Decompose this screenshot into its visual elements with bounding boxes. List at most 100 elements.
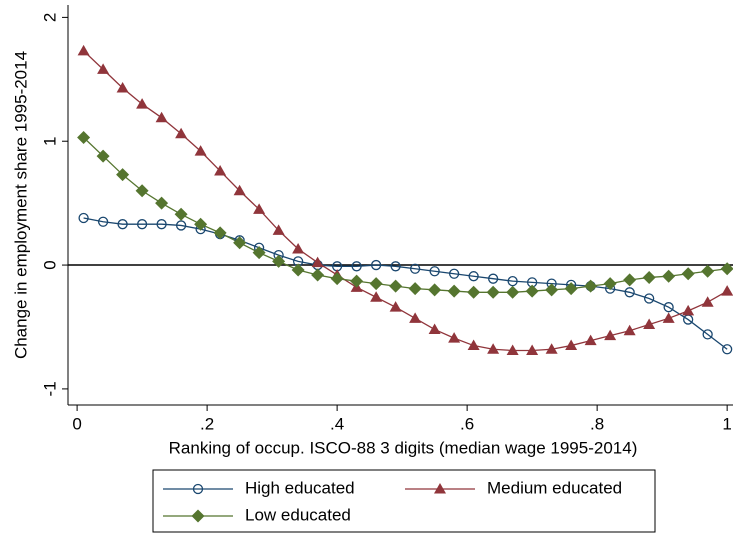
marker [155,111,168,123]
marker [175,127,188,139]
marker [78,212,89,224]
x-tick-label: .2 [200,414,214,433]
marker [136,219,148,230]
marker [311,268,325,282]
marker [389,301,402,312]
legend-label: Medium educated [487,478,622,497]
marker [116,168,130,182]
marker [311,256,324,268]
marker [624,287,635,298]
marker [291,263,305,277]
marker [135,184,149,198]
marker [390,261,401,272]
marker [584,279,598,293]
marker [507,276,518,287]
marker [545,283,559,297]
marker [97,216,109,227]
marker [408,282,422,296]
marker [663,302,674,313]
marker [623,273,637,287]
marker [487,343,500,354]
x-tick-label: .6 [460,414,474,433]
marker [233,236,247,250]
y-tick-label: -1 [40,381,59,396]
marker [642,270,656,284]
marker [214,164,227,176]
marker [604,329,617,341]
marker [429,266,440,277]
marker [97,63,110,74]
marker [77,131,91,145]
series-line [83,217,728,350]
marker [370,291,383,302]
x-tick-label: 0 [72,414,81,433]
marker [467,339,480,351]
marker [487,273,499,284]
marker [720,262,733,276]
marker [155,196,169,210]
marker [233,184,246,196]
legend-box [152,469,656,533]
x-tick-label: .4 [330,414,344,433]
marker [526,344,539,356]
marker [428,283,442,297]
marker [369,277,383,291]
marker [486,285,500,299]
marker [292,242,305,254]
x-axis-label: Ranking of occup. ISCO-88 3 digits (medi… [169,438,638,457]
marker [156,219,167,230]
marker [448,268,460,279]
marker [253,203,266,214]
marker [721,344,733,355]
marker [467,285,481,299]
marker [330,272,344,286]
marker [468,271,479,282]
legend-label: Low educated [245,505,351,524]
marker [447,284,461,298]
marker [117,219,128,230]
marker [389,279,403,293]
marker [213,226,227,240]
marker [428,323,441,334]
marker [96,149,110,163]
marker [545,343,558,354]
marker [603,277,617,291]
x-tick-label: 1 [722,414,731,433]
marker [116,81,129,93]
x-tick-label: .8 [590,414,604,433]
marker [662,312,675,323]
marker [191,509,205,523]
marker [448,332,461,343]
marker [682,304,695,316]
marker [584,334,597,346]
marker [350,274,364,288]
marker [192,483,204,495]
marker [702,329,713,340]
marker [409,312,422,323]
y-tick-label: 2 [40,13,59,22]
marker [565,339,578,351]
marker [506,344,519,356]
marker [174,207,188,221]
y-tick-label: 0 [40,260,59,269]
y-tick-label: 1 [40,136,59,145]
marker [175,220,187,231]
marker [409,263,421,274]
series-line [83,137,728,293]
marker [272,224,285,235]
marker [434,483,446,494]
marker [525,284,539,298]
marker [370,259,382,271]
marker [721,285,733,296]
marker [681,267,695,281]
marker [272,254,286,268]
marker [194,217,208,231]
marker [194,145,207,156]
marker [77,44,90,56]
marker [701,264,715,278]
marker [351,261,362,272]
legend-label: High educated [245,478,355,497]
series-line [83,50,728,352]
marker [252,246,266,260]
